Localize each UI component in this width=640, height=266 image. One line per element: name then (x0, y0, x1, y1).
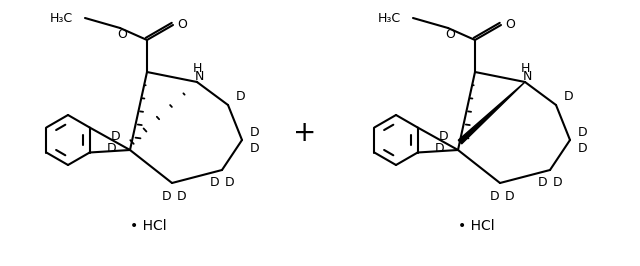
Text: • HCl: • HCl (458, 219, 494, 233)
Text: H₃C: H₃C (50, 11, 73, 24)
Text: D: D (210, 177, 220, 189)
Text: D: D (505, 189, 515, 202)
Text: D: D (250, 142, 260, 155)
Text: O: O (117, 27, 127, 40)
Text: D: D (225, 177, 235, 189)
Text: D: D (177, 189, 187, 202)
Text: O: O (177, 19, 187, 31)
Text: D: D (439, 130, 449, 143)
Text: +: + (293, 119, 317, 147)
Polygon shape (458, 82, 525, 144)
Text: D: D (538, 177, 548, 189)
Text: D: D (490, 190, 500, 203)
Text: H: H (520, 61, 530, 74)
Text: H: H (192, 61, 202, 74)
Text: D: D (578, 126, 588, 139)
Text: O: O (445, 27, 455, 40)
Text: D: D (435, 143, 445, 156)
Text: D: D (111, 130, 121, 143)
Text: D: D (578, 142, 588, 155)
Text: • HCl: • HCl (130, 219, 166, 233)
Text: O: O (505, 19, 515, 31)
Text: H₃C: H₃C (378, 11, 401, 24)
Text: N: N (195, 69, 204, 82)
Text: D: D (162, 190, 172, 203)
Text: D: D (553, 177, 563, 189)
Text: N: N (522, 69, 532, 82)
Text: D: D (564, 90, 574, 103)
Text: D: D (250, 126, 260, 139)
Text: D: D (236, 90, 246, 103)
Text: D: D (107, 143, 117, 156)
